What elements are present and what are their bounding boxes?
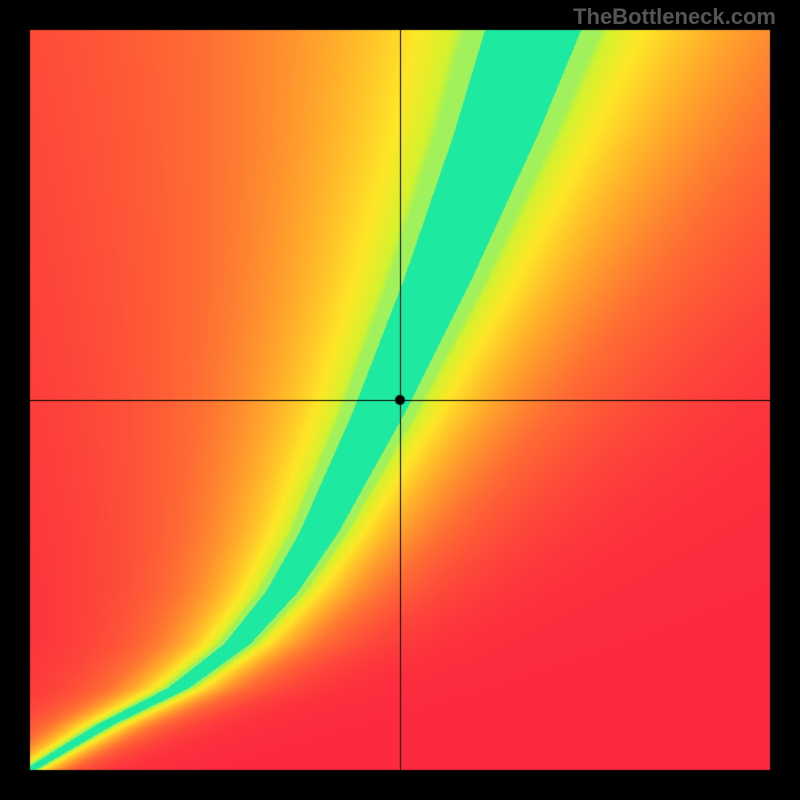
watermark-text: TheBottleneck.com: [573, 4, 776, 30]
heatmap-canvas: [0, 0, 800, 800]
chart-container: TheBottleneck.com: [0, 0, 800, 800]
